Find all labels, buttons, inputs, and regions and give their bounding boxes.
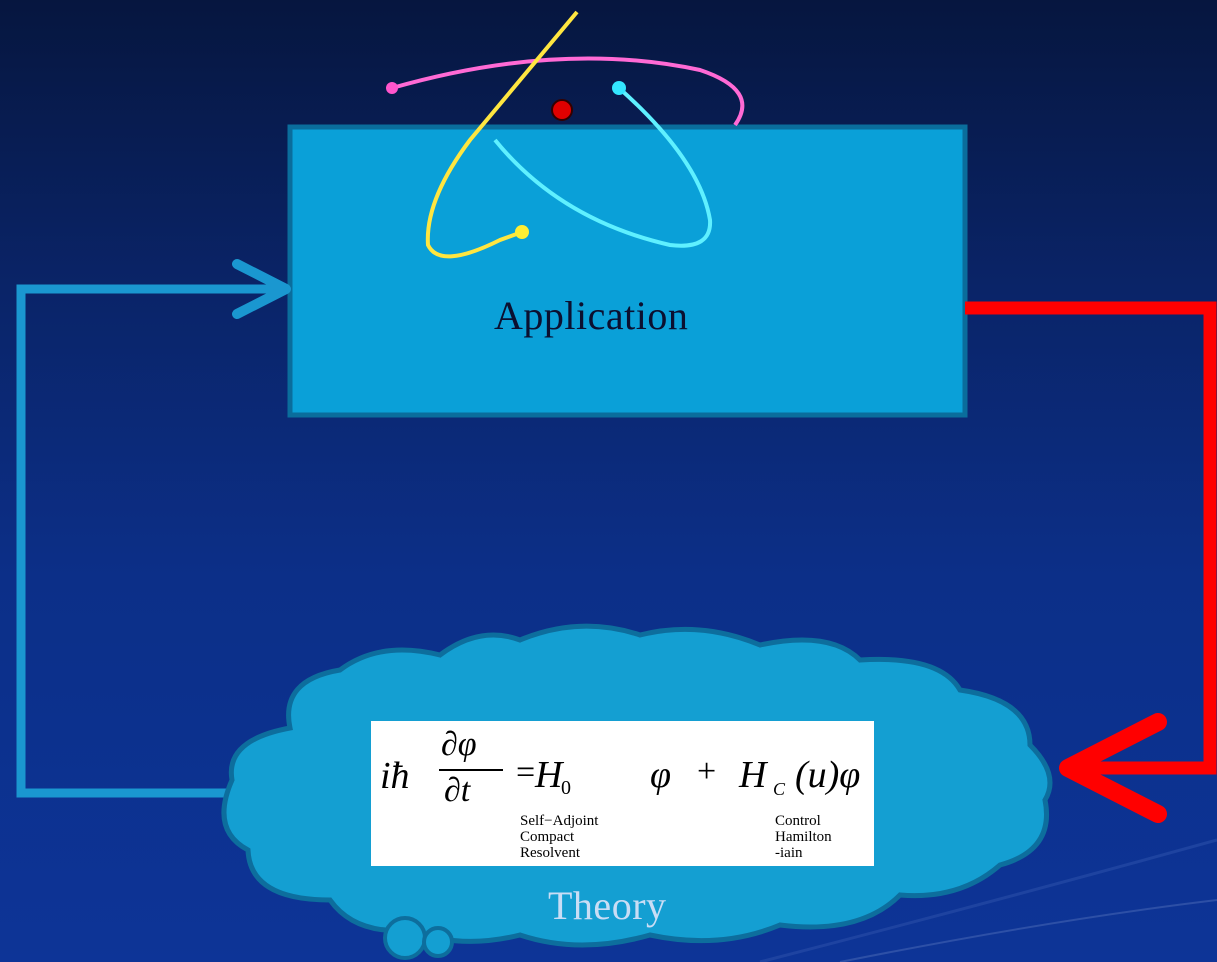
brace-hc-labels: Control Hamilton -iain: [775, 813, 832, 861]
equation-hc-subscript: C: [773, 779, 786, 799]
equation-denominator: ∂t: [444, 772, 471, 809]
flow-arrow-red: [965, 301, 1217, 775]
equation-numerator: ∂φ: [441, 726, 477, 763]
equation-h0-subscript: 0: [561, 777, 571, 799]
application-box: [287, 124, 968, 418]
equation-equals: =: [516, 754, 536, 791]
flow-arrowhead-red: [1059, 713, 1167, 823]
brace-h0-labels: Self−Adjoint Compact Resolvent: [520, 813, 599, 861]
equation-ih: iħ: [380, 755, 410, 797]
equation-hc: H: [739, 754, 767, 796]
fraction-bar: [439, 769, 503, 771]
equation-box: iħ ∂φ ∂t = H 0 φ + H C (u)φ Self−Adjoint…: [371, 721, 874, 866]
equation-hc-arg: (u)φ: [795, 754, 861, 796]
background-swoosh: [759, 838, 1217, 962]
feedback-arrow-blue: [16, 284, 284, 798]
feedback-arrowhead-blue: [232, 259, 291, 319]
cloud-tiny-bubble: [422, 926, 454, 958]
background-swoosh-2: [839, 899, 1217, 962]
cloud-small-bubble: [383, 916, 427, 960]
theory-label: Theory: [548, 883, 667, 928]
equation-phi: φ: [650, 754, 672, 796]
application-label: Application: [494, 293, 689, 338]
equation-plus: +: [697, 753, 717, 790]
atom-icon: [386, 10, 745, 259]
